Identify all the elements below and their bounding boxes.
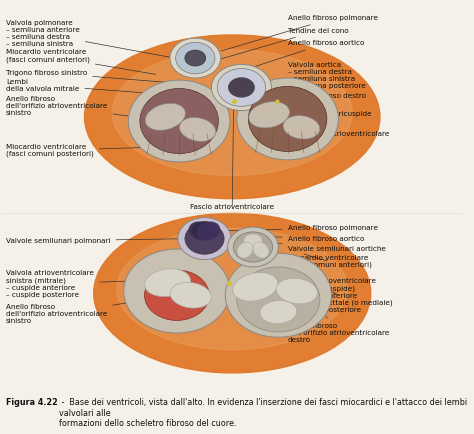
- Ellipse shape: [276, 278, 318, 304]
- Ellipse shape: [128, 80, 230, 162]
- Text: Tendine del cono: Tendine del cono: [217, 28, 348, 60]
- Text: Trigono fibroso destro: Trigono fibroso destro: [272, 90, 366, 99]
- Text: Anello fibroso polmonare: Anello fibroso polmonare: [226, 225, 378, 231]
- Ellipse shape: [170, 283, 211, 308]
- Ellipse shape: [283, 115, 320, 139]
- Ellipse shape: [225, 253, 331, 337]
- Ellipse shape: [217, 69, 266, 106]
- Ellipse shape: [237, 78, 338, 160]
- Ellipse shape: [244, 234, 262, 247]
- Ellipse shape: [84, 35, 380, 199]
- Ellipse shape: [233, 232, 273, 262]
- Ellipse shape: [190, 222, 212, 240]
- Text: Anello fibroso polmonare: Anello fibroso polmonare: [221, 15, 378, 51]
- Text: Anello fibroso
dell'orifizio atrioventricolare
destro: Anello fibroso dell'orifizio atrioventri…: [288, 119, 389, 144]
- Ellipse shape: [185, 50, 206, 66]
- Text: Lembi
della valvola mitrale: Lembi della valvola mitrale: [6, 79, 183, 95]
- Text: Anello fibroso
dell'orifizio atrioventricolare
sinistro: Anello fibroso dell'orifizio atrioventri…: [6, 302, 133, 324]
- Ellipse shape: [145, 270, 209, 320]
- Ellipse shape: [260, 300, 297, 324]
- Text: Anello fibroso aortico: Anello fibroso aortico: [263, 236, 364, 242]
- Ellipse shape: [178, 217, 231, 260]
- Ellipse shape: [237, 267, 320, 332]
- Ellipse shape: [145, 103, 185, 130]
- Ellipse shape: [233, 273, 278, 301]
- Text: Fascio atrioventricolare: Fascio atrioventricolare: [190, 204, 274, 210]
- Text: Anello fibroso
dell'orifizio atrioventricolare
sinistro: Anello fibroso dell'orifizio atrioventri…: [6, 96, 146, 118]
- Ellipse shape: [193, 222, 216, 239]
- Text: Miocardio ventricolare
(fasci comuni anteriori): Miocardio ventricolare (fasci comuni ant…: [6, 49, 155, 74]
- Text: Valvole semilunari aortiche: Valvole semilunari aortiche: [274, 243, 385, 252]
- Ellipse shape: [170, 38, 221, 78]
- Text: Miocardio ventricolare
(fasci comuni posteriori): Miocardio ventricolare (fasci comuni pos…: [6, 144, 183, 157]
- Text: Miocardio ventricolare
(fasci comuni anteriori): Miocardio ventricolare (fasci comuni ant…: [288, 254, 372, 268]
- Ellipse shape: [228, 227, 278, 267]
- Text: Valvola aortica
– semiluna destra
– semiluna sinistra
– semiluna posteriore: Valvola aortica – semiluna destra – semi…: [281, 62, 365, 89]
- Text: -  Base dei ventricoli, vista dall'alto. In evidenza l'inserzione dei fasci mioc: - Base dei ventricoli, vista dall'alto. …: [59, 398, 467, 428]
- Ellipse shape: [176, 43, 215, 74]
- Ellipse shape: [248, 86, 327, 151]
- Ellipse shape: [124, 249, 230, 333]
- Text: Valvola polmonare
– semiluna anteriore
– semiluna destra
– semiluna sinistra: Valvola polmonare – semiluna anteriore –…: [6, 20, 179, 59]
- Text: Lembi
della valvola tricuspide: Lembi della valvola tricuspide: [288, 104, 371, 117]
- Ellipse shape: [229, 78, 254, 97]
- Text: Anello fibroso aortico: Anello fibroso aortico: [249, 40, 364, 69]
- Ellipse shape: [112, 49, 352, 176]
- Text: Trigono fibroso sinistro: Trigono fibroso sinistro: [6, 70, 202, 85]
- Ellipse shape: [197, 222, 219, 240]
- Ellipse shape: [185, 223, 224, 254]
- Text: Valvola atrioventricolare
destra (tricuspide)
– cuspide anteriore
– cuspide sett: Valvola atrioventricolare destra (tricus…: [288, 279, 392, 313]
- Ellipse shape: [94, 214, 371, 373]
- Text: Valvola atrioventricolare
sinistra (mitrale)
– cuspide anteriore
– cuspide poste: Valvola atrioventricolare sinistra (mitr…: [6, 270, 142, 298]
- Text: Anello fibroso
dell'orifizio atrioventricolare
destro: Anello fibroso dell'orifizio atrioventri…: [288, 316, 389, 343]
- Ellipse shape: [180, 118, 216, 141]
- Ellipse shape: [211, 64, 272, 111]
- Ellipse shape: [140, 89, 219, 154]
- Ellipse shape: [117, 228, 347, 350]
- Ellipse shape: [237, 242, 253, 258]
- Ellipse shape: [249, 102, 290, 128]
- Ellipse shape: [145, 269, 191, 296]
- Text: Figura 4.22: Figura 4.22: [6, 398, 58, 407]
- Ellipse shape: [253, 242, 269, 258]
- Text: Valvole semilunari polmonari: Valvole semilunari polmonari: [6, 238, 192, 243]
